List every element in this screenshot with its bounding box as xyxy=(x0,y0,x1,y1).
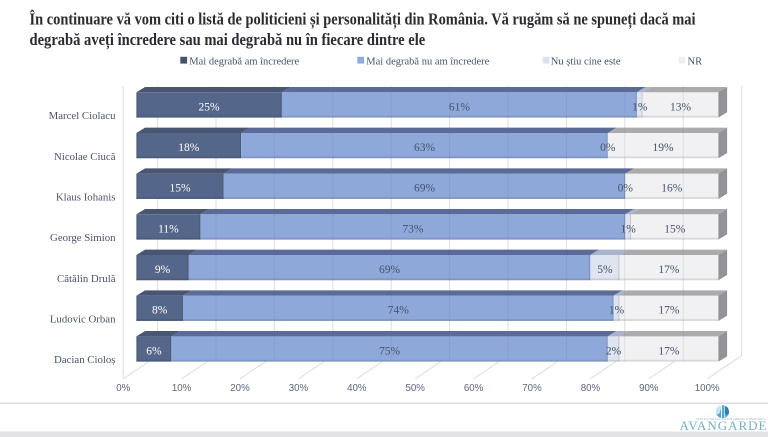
svg-text:Marcel Ciolacu: Marcel Ciolacu xyxy=(49,110,116,122)
svg-text:100%: 100% xyxy=(695,383,720,394)
svg-text:AVANGARDE: AVANGARDE xyxy=(680,418,768,433)
svg-text:Nicolae Ciucă: Nicolae Ciucă xyxy=(54,151,116,163)
svg-text:0%: 0% xyxy=(618,183,634,195)
svg-text:20%: 20% xyxy=(230,383,250,394)
svg-text:16%: 16% xyxy=(661,183,683,195)
svg-text:60%: 60% xyxy=(464,383,484,394)
svg-text:NR: NR xyxy=(688,56,703,67)
svg-text:1%: 1% xyxy=(621,223,637,235)
svg-text:61%: 61% xyxy=(449,101,471,113)
svg-text:19%: 19% xyxy=(653,142,675,154)
svg-text:9%: 9% xyxy=(155,264,171,276)
svg-text:10%: 10% xyxy=(172,383,192,394)
svg-text:17%: 17% xyxy=(658,305,680,317)
svg-text:În continuare vă vom citi o li: În continuare vă vom citi o listă de pol… xyxy=(30,9,696,29)
svg-text:18%: 18% xyxy=(178,142,200,154)
svg-text:5%: 5% xyxy=(597,264,613,276)
svg-text:73%: 73% xyxy=(402,223,424,235)
svg-text:0%: 0% xyxy=(116,383,130,394)
svg-text:Mai degrabă nu am încredere: Mai degrabă nu am încredere xyxy=(366,56,489,67)
svg-text:1%: 1% xyxy=(609,305,625,317)
svg-text:70%: 70% xyxy=(522,383,542,394)
svg-text:15%: 15% xyxy=(170,183,192,195)
svg-text:Klaus Iohanis: Klaus Iohanis xyxy=(56,191,116,203)
svg-text:74%: 74% xyxy=(388,305,410,317)
svg-text:30%: 30% xyxy=(289,383,309,394)
svg-text:50%: 50% xyxy=(406,383,426,394)
svg-text:8%: 8% xyxy=(152,305,168,317)
svg-text:63%: 63% xyxy=(414,142,436,154)
svg-text:11%: 11% xyxy=(158,223,179,235)
svg-text:17%: 17% xyxy=(658,345,680,357)
svg-text:13%: 13% xyxy=(670,101,692,113)
svg-text:25%: 25% xyxy=(199,101,221,113)
svg-text:Nu știu cine este: Nu știu cine este xyxy=(551,56,621,67)
svg-text:15%: 15% xyxy=(664,223,686,235)
svg-text:0%: 0% xyxy=(600,142,616,154)
svg-text:69%: 69% xyxy=(414,183,436,195)
svg-text:40%: 40% xyxy=(347,383,367,394)
svg-text:Mai degrabă am încredere: Mai degrabă am încredere xyxy=(189,56,299,67)
svg-text:17%: 17% xyxy=(658,264,680,276)
svg-text:6%: 6% xyxy=(146,345,162,357)
svg-text:75%: 75% xyxy=(379,345,401,357)
svg-text:1%: 1% xyxy=(632,101,648,113)
svg-text:Dacian Cioloș: Dacian Cioloș xyxy=(54,354,115,366)
svg-text:90%: 90% xyxy=(639,383,659,394)
svg-text:CENTRUL DE SOCIOLOGIE URBANA S: CENTRUL DE SOCIOLOGIE URBANA SI REGIONAL… xyxy=(696,418,766,421)
svg-text:80%: 80% xyxy=(581,383,601,394)
svg-text:Cătălin Drulă: Cătălin Drulă xyxy=(57,273,116,285)
svg-text:2%: 2% xyxy=(606,345,622,357)
svg-text:Ludovic Orban: Ludovic Orban xyxy=(50,314,116,326)
svg-text:George Simion: George Simion xyxy=(50,232,116,244)
svg-text:69%: 69% xyxy=(379,264,401,276)
svg-text:degrabă aveți încredere sau ma: degrabă aveți încredere sau mai degrabă … xyxy=(30,30,426,50)
